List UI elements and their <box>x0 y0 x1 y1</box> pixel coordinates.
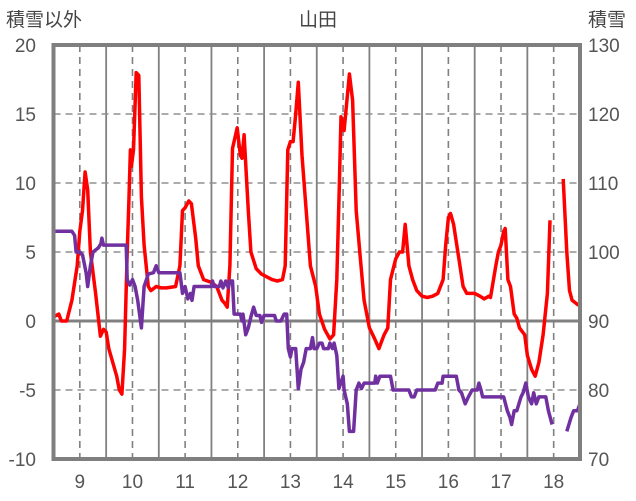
y-right-tick-label: 130 <box>588 36 620 57</box>
y-right-tick-label: 110 <box>588 174 618 195</box>
y-left-tick-label: -5 <box>19 381 36 402</box>
series-line-red <box>52 70 552 396</box>
y-right-tick-label: 100 <box>588 243 620 264</box>
y-right-tick-label: 80 <box>588 381 609 402</box>
y-left-tick-label: 15 <box>15 105 36 126</box>
x-tick-label: 10 <box>122 472 143 493</box>
y-left-tick-label: 20 <box>15 36 36 57</box>
series-line-purple <box>53 229 554 434</box>
x-tick-label: 18 <box>543 472 564 493</box>
right-axis-title: 積雪 <box>588 9 626 31</box>
x-tick-label: 9 <box>75 472 86 493</box>
x-tick-label: 12 <box>227 472 248 493</box>
y-left-tick-label: 10 <box>15 174 36 195</box>
y-left-tick-label: 0 <box>25 312 36 333</box>
plot-frame <box>51 43 582 461</box>
y-left-tick-label: -10 <box>9 450 36 471</box>
series-line-red <box>561 178 581 308</box>
ticks: 20 15 10 5 0 -5 -10 130 120 110 100 90 80 70 9 10 11 12 13… <box>9 36 620 493</box>
x-tick-label: 15 <box>385 472 406 493</box>
x-tick-label: 11 <box>175 472 195 493</box>
x-tick-label: 14 <box>333 472 355 493</box>
x-tick-label: 13 <box>280 472 301 493</box>
y-right-tick-label: 70 <box>588 450 609 471</box>
y-right-tick-label: 120 <box>588 105 620 126</box>
y-left-tick-label: 5 <box>25 243 36 264</box>
x-tick-label: 16 <box>438 472 459 493</box>
left-axis-title: 積雪以外 <box>6 9 82 31</box>
x-tick-label: 17 <box>490 472 511 493</box>
y-right-tick-label: 90 <box>588 312 609 333</box>
chart-title: 山田 <box>299 9 337 31</box>
